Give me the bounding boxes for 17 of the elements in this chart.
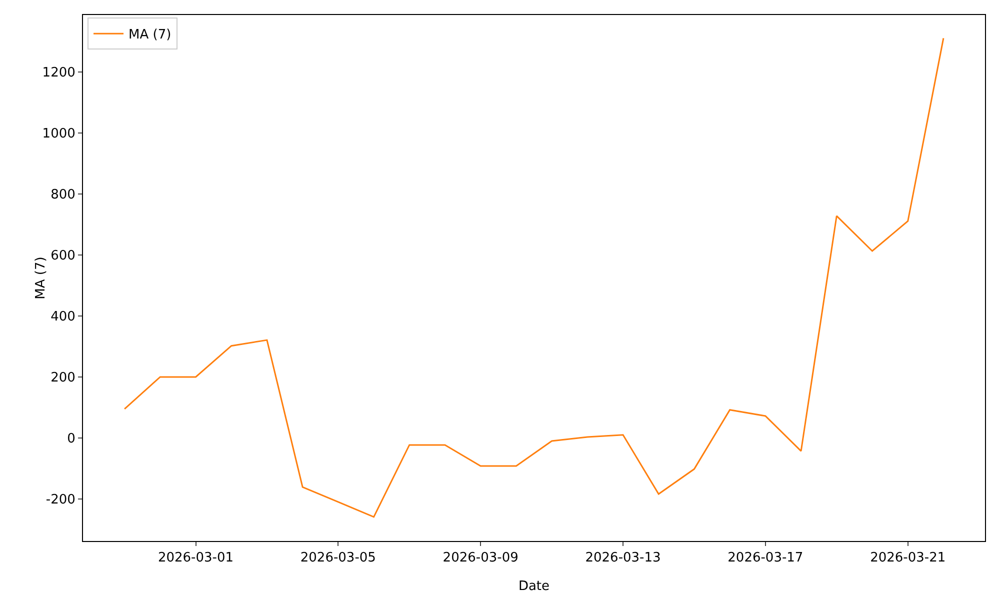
x-tick-label: 2026-03-05 — [300, 550, 376, 566]
y-tick-label: 1200 — [42, 66, 76, 81]
x-tick-label: 2026-03-13 — [585, 550, 661, 566]
y-tick-label: 600 — [50, 248, 76, 264]
y-tick-label: 400 — [50, 310, 76, 325]
legend-label: MA (7) — [128, 28, 172, 43]
x-axis-title: Date — [518, 579, 550, 594]
x-tick-label: 2026-03-21 — [870, 550, 946, 566]
y-tick-label: 0 — [67, 431, 76, 446]
y-axis-title: MA (7) — [34, 256, 49, 300]
y-tick-label: -200 — [46, 492, 76, 508]
y-tick-label: 200 — [50, 370, 76, 386]
x-tick-label: 2026-03-17 — [728, 550, 804, 566]
y-tick-label: 1000 — [42, 126, 76, 142]
y-tick-label: 800 — [50, 188, 76, 203]
x-tick-label: 2026-03-09 — [442, 550, 518, 566]
x-tick-label: 2026-03-01 — [158, 550, 234, 566]
